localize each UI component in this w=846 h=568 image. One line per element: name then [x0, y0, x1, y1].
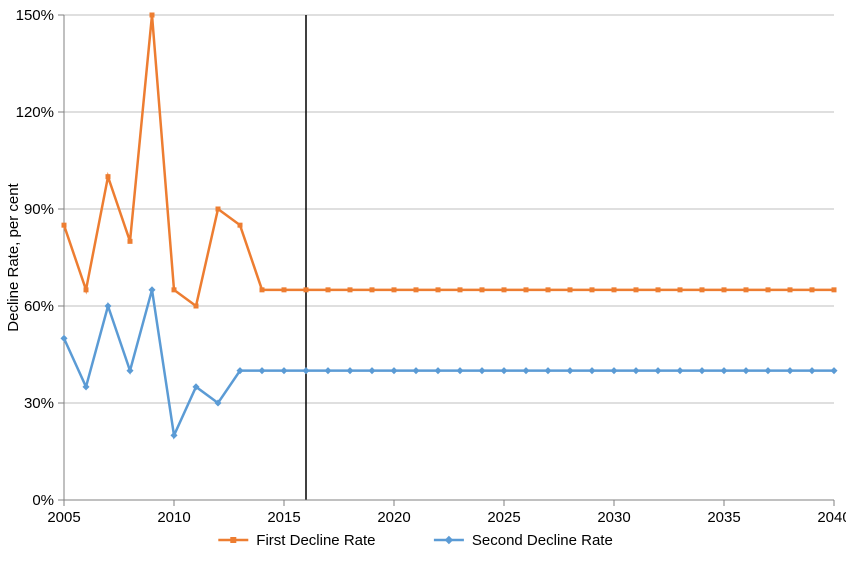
marker-square	[260, 287, 265, 292]
marker-square	[436, 287, 441, 292]
marker-square	[568, 287, 573, 292]
marker-square	[766, 287, 771, 292]
marker-square	[700, 287, 705, 292]
marker-square	[194, 304, 199, 309]
marker-square	[832, 287, 837, 292]
marker-square	[106, 174, 111, 179]
marker-square	[282, 287, 287, 292]
y-tick-label: 60%	[24, 298, 54, 315]
marker-square	[458, 287, 463, 292]
marker-square	[810, 287, 815, 292]
legend-label: Second Decline Rate	[472, 532, 613, 549]
legend-label: First Decline Rate	[256, 532, 375, 549]
x-tick-label: 2010	[157, 509, 190, 526]
marker-square	[744, 287, 749, 292]
x-tick-label: 2020	[377, 509, 410, 526]
y-tick-label: 120%	[16, 104, 54, 121]
marker-square	[84, 287, 89, 292]
x-tick-label: 2005	[47, 509, 80, 526]
marker-square	[634, 287, 639, 292]
marker-square	[590, 287, 595, 292]
marker-square	[502, 287, 507, 292]
y-axis-label: Decline Rate, per cent	[5, 182, 22, 331]
y-tick-label: 90%	[24, 201, 54, 218]
marker-square	[216, 207, 221, 212]
marker-square	[62, 223, 67, 228]
marker-square	[524, 287, 529, 292]
marker-square	[722, 287, 727, 292]
x-tick-label: 2015	[267, 509, 300, 526]
marker-square	[480, 287, 485, 292]
marker-square	[656, 287, 661, 292]
chart-svg: 2005 2010 2015 2020 2025 2030 2035 2040 0% 30% 60%…	[0, 0, 846, 568]
marker-square	[326, 287, 331, 292]
y-tick-label: 0%	[32, 492, 54, 509]
marker-square	[414, 287, 419, 292]
marker-square	[172, 287, 177, 292]
marker-square	[348, 287, 353, 292]
marker-square	[128, 239, 133, 244]
marker-square	[678, 287, 683, 292]
y-tick-label: 150%	[16, 7, 54, 24]
y-tick-label: 30%	[24, 395, 54, 412]
x-tick-label: 2035	[707, 509, 740, 526]
x-tick-label: 2040	[817, 509, 846, 526]
x-tick-label: 2025	[487, 509, 520, 526]
marker-square	[788, 287, 793, 292]
decline-rate-chart: 2005 2010 2015 2020 2025 2030 2035 2040 0% 30% 60%…	[0, 0, 846, 568]
marker-square	[546, 287, 551, 292]
marker-square	[238, 223, 243, 228]
marker-square	[392, 287, 397, 292]
marker-square	[612, 287, 617, 292]
marker-square	[304, 287, 309, 292]
x-tick-label: 2030	[597, 509, 630, 526]
marker-square	[150, 13, 155, 18]
marker-square	[370, 287, 375, 292]
